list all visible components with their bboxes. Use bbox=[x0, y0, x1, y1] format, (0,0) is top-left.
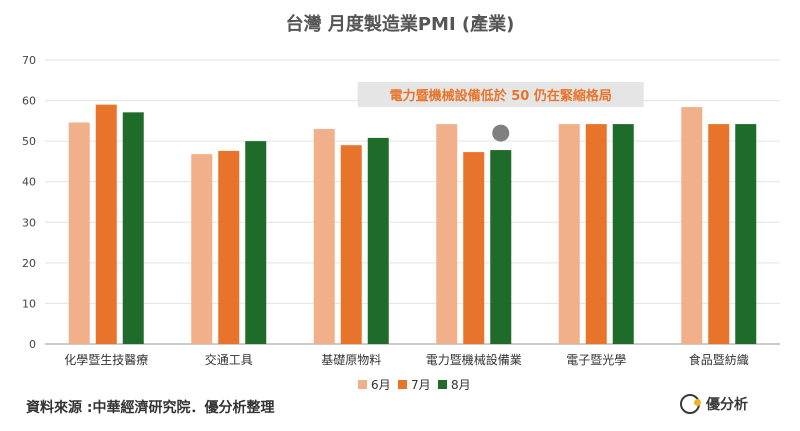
y-tick-label: 10 bbox=[22, 297, 36, 310]
bar bbox=[68, 122, 90, 344]
bar bbox=[463, 152, 485, 344]
brand: 優分析 bbox=[680, 394, 748, 414]
legend-swatch bbox=[358, 380, 367, 389]
bar bbox=[681, 107, 703, 344]
y-tick-label: 60 bbox=[22, 95, 36, 108]
bar bbox=[708, 124, 730, 344]
grid bbox=[45, 59, 780, 345]
x-tick-label: 交通工具 bbox=[205, 352, 253, 367]
annotation-text: 電力暨機械設備低於 50 仍在緊縮格局 bbox=[390, 88, 612, 104]
bar bbox=[313, 128, 335, 344]
bar bbox=[612, 124, 634, 344]
legend: 6月 7月 8月 bbox=[358, 378, 471, 392]
y-tick-label: 30 bbox=[22, 216, 36, 229]
y-axis-ticks: 0 10 20 30 40 50 60 70 bbox=[22, 54, 36, 351]
x-tick-label: 食品暨紡織 bbox=[689, 352, 749, 367]
legend-swatch bbox=[438, 380, 447, 389]
y-tick-label: 40 bbox=[22, 176, 36, 189]
bar bbox=[191, 154, 213, 344]
bar bbox=[245, 141, 267, 344]
bar bbox=[558, 124, 580, 344]
legend-label: 8月 bbox=[451, 378, 471, 392]
legend-label: 6月 bbox=[371, 378, 391, 392]
x-tick-label: 電力暨機械設備業 bbox=[426, 352, 522, 367]
source-note: 資料來源 :中華經濟研究院．優分析整理 bbox=[26, 400, 275, 416]
y-tick-label: 70 bbox=[22, 54, 36, 67]
bar bbox=[340, 145, 362, 344]
brand-name: 優分析 bbox=[706, 397, 748, 413]
y-tick-label: 0 bbox=[29, 338, 36, 351]
annotation-box bbox=[357, 82, 644, 107]
legend-label: 7月 bbox=[411, 378, 431, 392]
bar bbox=[490, 150, 512, 344]
x-tick-label: 基礎原物料 bbox=[321, 353, 381, 367]
bar bbox=[95, 104, 117, 344]
y-tick-label: 50 bbox=[22, 135, 36, 148]
bars bbox=[68, 104, 757, 344]
bar bbox=[218, 150, 240, 344]
y-tick-label: 20 bbox=[22, 257, 36, 270]
bar bbox=[585, 124, 607, 344]
legend-swatch bbox=[398, 380, 407, 389]
x-tick-label: 電子暨光學 bbox=[566, 353, 626, 367]
chart-title: 台灣 月度製造業PMI (產業) bbox=[286, 13, 515, 35]
brand-logo-icon bbox=[680, 394, 701, 414]
x-tick-label: 化學暨生技醫療 bbox=[64, 353, 148, 367]
bar bbox=[122, 112, 144, 344]
bar bbox=[735, 124, 757, 344]
bar bbox=[367, 137, 389, 344]
annotation-marker bbox=[492, 124, 510, 142]
bar bbox=[436, 124, 458, 344]
annotation: 電力暨機械設備低於 50 仍在緊縮格局 bbox=[357, 82, 644, 142]
x-axis-labels: 化學暨生技醫療 交通工具 基礎原物料 電力暨機械設備業 電子暨光學 食品暨紡織 bbox=[64, 352, 749, 367]
